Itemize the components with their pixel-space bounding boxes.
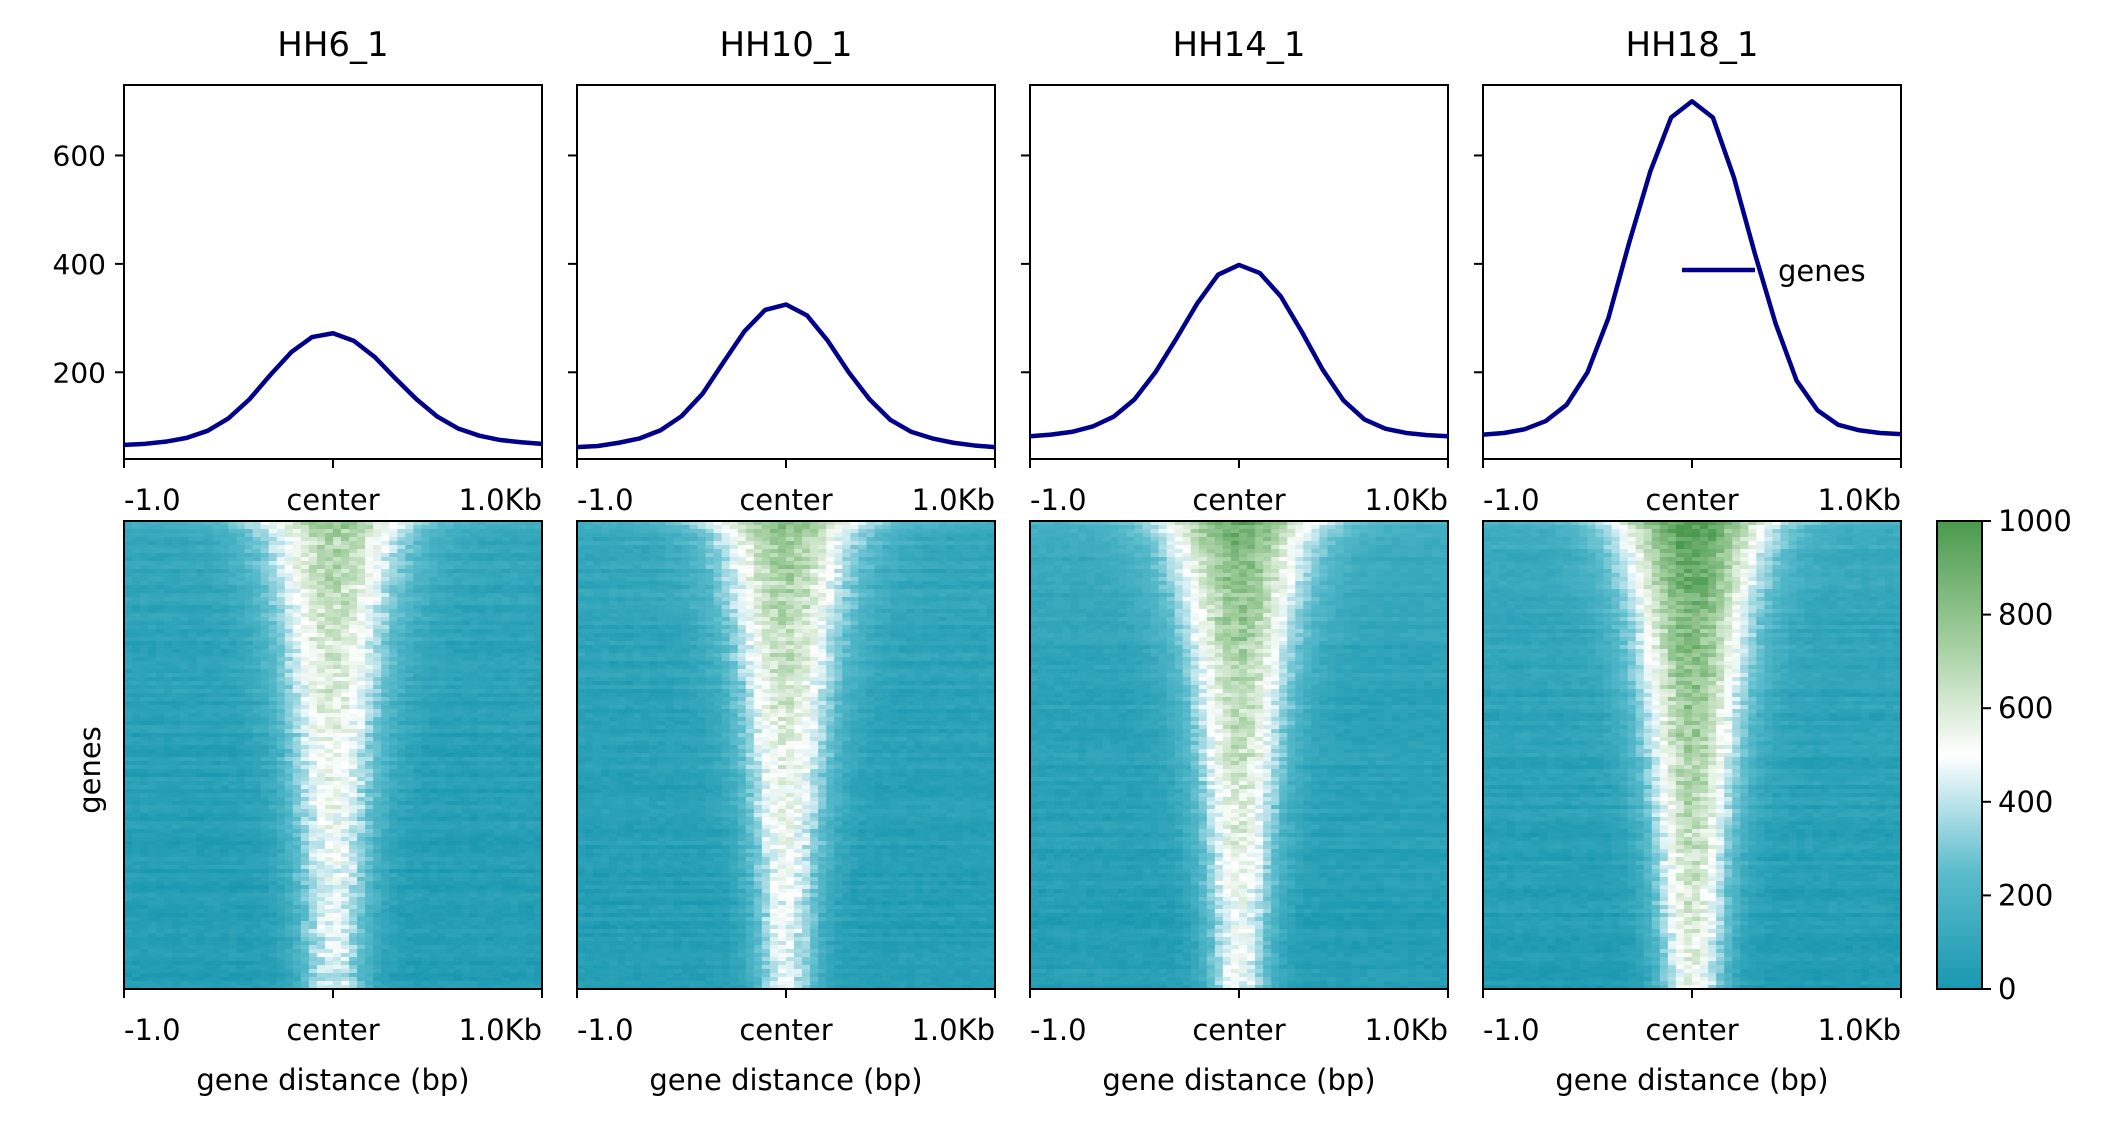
- heatmap: -1.0 center 1.0Kb gene distance (bp): [576, 520, 996, 1097]
- panel-hh6-1: HH6_1 200 400 600 -1.0 center 1.0Kb -1.0 center 1…: [53, 25, 543, 1097]
- heatmap-x-tick-label: center: [739, 1013, 832, 1047]
- profile-x-tick-label: 1.0Kb: [911, 483, 995, 517]
- panel-title: HH14_1: [1172, 25, 1305, 65]
- colorbar-gradient: [1936, 520, 1983, 990]
- profile-x-tick-label: -1.0: [124, 483, 181, 517]
- profile-line-genes: [1482, 99, 1902, 437]
- legend: genes: [1682, 254, 1866, 288]
- profile-x-tick-label: center: [1645, 483, 1738, 517]
- profile-x-tick-label: center: [286, 483, 379, 517]
- panel-title: HH10_1: [719, 25, 852, 65]
- legend-label: genes: [1778, 254, 1866, 288]
- heatmap: -1.0 center 1.0Kb gene distance (bp): [123, 520, 543, 1097]
- profile-x-tick-label: -1.0: [1483, 483, 1540, 517]
- panel-title: HH6_1: [277, 25, 388, 65]
- profile-x-tick-label: -1.0: [577, 483, 634, 517]
- heatmap-cells: [1483, 521, 1901, 989]
- profile-x-tick-label: -1.0: [1030, 483, 1087, 517]
- colorbar: 0 200 400 600 800 1000: [1936, 504, 2072, 1006]
- heatmap-x-tick-label: -1.0: [1030, 1013, 1087, 1047]
- heatmap-cells: [1030, 521, 1448, 989]
- profile-line-genes: [576, 302, 996, 450]
- profile-x-tick-label: center: [739, 483, 832, 517]
- profile-x-tick-label: 1.0Kb: [458, 483, 542, 517]
- heatmap-x-tick-label: 1.0Kb: [458, 1013, 542, 1047]
- heatmap-x-tick-label: center: [1192, 1013, 1285, 1047]
- panel-title: HH18_1: [1625, 25, 1758, 65]
- heatmap-cells: [124, 521, 542, 989]
- heatmap-x-axis-label: gene distance (bp): [1555, 1063, 1828, 1097]
- profile-frame: [123, 84, 543, 460]
- profile-plot: -1.0 center 1.0Kb: [1021, 84, 1449, 517]
- profile-plot: -1.0 center 1.0Kb genes: [1474, 84, 1902, 517]
- colorbar-tick-label: 0: [1998, 972, 2016, 1006]
- heatmap-x-axis-label: gene distance (bp): [1102, 1063, 1375, 1097]
- heatmap-x-axis-label: gene distance (bp): [649, 1063, 922, 1097]
- heatmap-cells: [577, 521, 995, 989]
- profile-y-tick-label: 200: [53, 356, 106, 389]
- profile-line-genes: [123, 331, 543, 448]
- panel-hh14-1: HH14_1 -1.0 center 1.0Kb -1.0 center 1.0Kb gene…: [1021, 25, 1449, 1097]
- heatmap-x-axis-label: gene distance (bp): [196, 1063, 469, 1097]
- heatmap-x-tick-label: 1.0Kb: [911, 1013, 995, 1047]
- heatmap-x-tick-label: 1.0Kb: [1364, 1013, 1448, 1047]
- heatmap-y-axis-label: genes: [73, 726, 107, 814]
- panel-hh18-1: HH18_1 -1.0 center 1.0Kb genes -1.0 center 1.0K…: [1474, 25, 1902, 1097]
- profile-x-tick-label: 1.0Kb: [1364, 483, 1448, 517]
- profile-y-tick-label: 600: [53, 139, 106, 172]
- profile-line-genes: [1029, 262, 1449, 439]
- heatmap-x-tick-label: -1.0: [1483, 1013, 1540, 1047]
- profile-frame: [576, 84, 996, 460]
- heatmap-x-tick-label: -1.0: [577, 1013, 634, 1047]
- colorbar-tick-label: 1000: [1998, 504, 2072, 538]
- profile-y-tick-label: 400: [53, 248, 106, 281]
- heatmap: -1.0 center 1.0Kb gene distance (bp): [1029, 520, 1449, 1097]
- panel-hh10-1: HH10_1 -1.0 center 1.0Kb -1.0 center 1.0Kb gene…: [568, 25, 996, 1097]
- colorbar-tick-label: 600: [1998, 691, 2053, 725]
- heatmap: -1.0 center 1.0Kb gene distance (bp): [1482, 520, 1902, 1097]
- colorbar-tick-label: 800: [1998, 598, 2053, 632]
- heatmap-x-tick-label: 1.0Kb: [1817, 1013, 1901, 1047]
- heatmap-x-tick-label: center: [286, 1013, 379, 1047]
- heatmap-x-tick-label: center: [1645, 1013, 1738, 1047]
- profile-x-tick-label: center: [1192, 483, 1285, 517]
- profile-plot: 200 400 600 -1.0 center 1.0Kb: [53, 84, 543, 517]
- colorbar-tick-label: 200: [1998, 878, 2053, 912]
- profile-frame: [1029, 84, 1449, 460]
- heatmap-x-tick-label: -1.0: [124, 1013, 181, 1047]
- profile-plot: -1.0 center 1.0Kb: [568, 84, 996, 517]
- profile-x-tick-label: 1.0Kb: [1817, 483, 1901, 517]
- colorbar-tick-label: 400: [1998, 785, 2053, 819]
